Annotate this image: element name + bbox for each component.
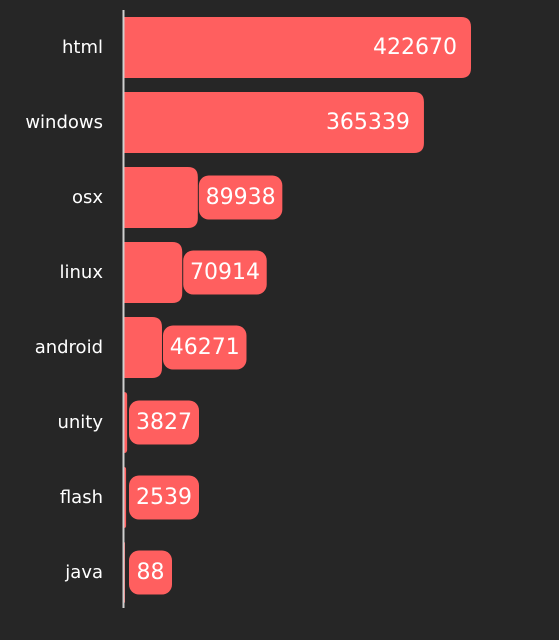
category-label-windows: windows	[25, 112, 103, 133]
bar-android	[124, 317, 162, 378]
bar-osx	[124, 167, 198, 228]
value-label-java: 88	[137, 560, 165, 585]
value-label-linux: 70914	[190, 260, 260, 285]
value-label-flash: 2539	[136, 485, 192, 510]
category-label-unity: unity	[57, 412, 103, 433]
category-label-html: html	[62, 37, 103, 58]
bar-windows	[124, 92, 424, 153]
bars-group	[124, 17, 471, 603]
value-pill-android	[162, 325, 247, 370]
category-labels-group: html windows osx linux android unity flash java	[25, 37, 103, 583]
value-label-android: 46271	[170, 335, 240, 360]
category-label-flash: flash	[60, 487, 103, 508]
category-label-osx: osx	[72, 187, 103, 208]
value-label-osx: 89938	[206, 185, 276, 210]
value-pill-osx	[198, 175, 283, 220]
value-labels-group: 422670 365339 89938 70914 46271 3827 2539 88	[129, 35, 457, 595]
value-pill-unity	[129, 400, 199, 445]
value-label-unity: 3827	[136, 410, 192, 435]
value-label-windows: 365339	[326, 110, 410, 135]
bar-linux	[124, 242, 183, 303]
bar-unity	[124, 392, 128, 453]
category-label-java: java	[64, 562, 103, 583]
category-label-android: android	[35, 337, 103, 358]
value-label-html: 422670	[373, 35, 457, 60]
value-pill-java	[129, 550, 172, 595]
category-label-linux: linux	[60, 262, 104, 283]
value-pill-linux	[183, 250, 267, 295]
bar-flash	[124, 467, 127, 528]
value-pill-flash	[129, 475, 199, 520]
bar-html	[124, 17, 471, 78]
